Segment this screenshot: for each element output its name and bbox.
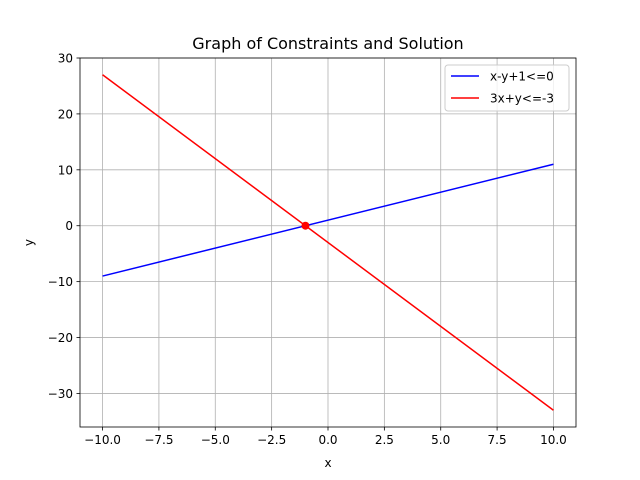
solution-point xyxy=(301,221,310,230)
y-tick-label: −10 xyxy=(48,275,73,289)
x-axis-ticks: −10.0 −7.5 −5.0 −2.5 0.0 2.5 5.0 7.5 10.0 xyxy=(84,427,567,447)
y-tick-label: 0 xyxy=(65,219,73,233)
points-layer xyxy=(301,221,310,230)
x-tick-label: 7.5 xyxy=(488,433,507,447)
chart-title: Graph of Constraints and Solution xyxy=(192,34,463,53)
series-line-1 xyxy=(102,163,554,277)
y-axis-label: y xyxy=(22,239,36,246)
x-tick-label: 5.0 xyxy=(431,433,450,447)
grid xyxy=(80,57,576,427)
x-tick-label: −10.0 xyxy=(84,433,121,447)
series-layer xyxy=(102,74,554,411)
x-axis-label: x xyxy=(324,456,331,470)
x-tick-label: 2.5 xyxy=(375,433,394,447)
legend-label-2: 3x+y<=-3 xyxy=(490,92,554,106)
legend-label-1: x-y+1<=0 xyxy=(490,70,554,84)
y-tick-label: −20 xyxy=(48,331,73,345)
x-tick-label: 10.0 xyxy=(540,433,567,447)
x-tick-label: −7.5 xyxy=(144,433,173,447)
y-axis-ticks: −30 −20 −10 0 10 20 30 xyxy=(48,52,80,401)
x-tick-label: −2.5 xyxy=(257,433,286,447)
x-tick-label: −5.0 xyxy=(201,433,230,447)
y-tick-label: 30 xyxy=(58,52,73,66)
x-tick-label: 0.0 xyxy=(318,433,337,447)
y-tick-label: −30 xyxy=(48,387,73,401)
series-line-2 xyxy=(102,74,554,411)
legend: x-y+1<=0 3x+y<=-3 xyxy=(444,64,570,112)
y-tick-label: 10 xyxy=(58,163,73,177)
y-tick-label: 20 xyxy=(58,107,73,121)
